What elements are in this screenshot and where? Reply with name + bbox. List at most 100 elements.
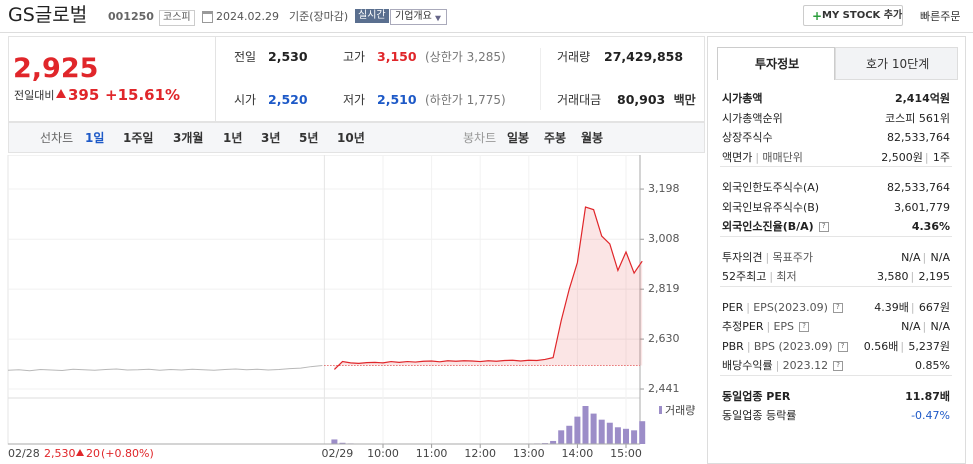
prev-change-pct: (+0.80%) xyxy=(101,447,154,460)
invest-value: 5,237원 xyxy=(908,339,950,353)
invest-label: PBR xyxy=(722,339,744,353)
candle-option[interactable]: 주봉 xyxy=(544,131,567,145)
tab-active[interactable] xyxy=(717,47,835,80)
header-rule xyxy=(0,32,973,33)
summary-label: 저가 xyxy=(343,93,366,107)
chart: 3,198 3,008 2,819 2,630 2,441 10:00 11:00 12:00… xyxy=(7,155,695,460)
y-tick-label: 3,198 xyxy=(648,182,680,195)
invest-label: 상장주식수 xyxy=(722,131,773,144)
invest-value: 코스피 561위 xyxy=(885,111,950,125)
separator: | xyxy=(922,320,927,333)
invest-value: 0.56배 xyxy=(863,339,899,353)
quick-order[interactable]: 빠른주문 xyxy=(920,10,961,23)
change-label: 전일대비 xyxy=(14,89,55,102)
invest-value: 1주 xyxy=(932,150,950,164)
summary-extra: (하한가 1,775) xyxy=(425,93,506,107)
invest-value: N/A xyxy=(901,320,921,333)
volume-bar xyxy=(566,425,573,444)
period-option[interactable]: 1일 xyxy=(85,131,105,145)
invest-label: 2023.12 xyxy=(782,359,829,372)
prev-close-label: 2,530 xyxy=(44,447,76,460)
period-option[interactable]: 1년 xyxy=(223,131,243,145)
summary-label: 고가 xyxy=(343,50,366,64)
invest-label: 시가총액 xyxy=(722,92,763,105)
volume-bar xyxy=(339,442,346,444)
change-pct: +15.61% xyxy=(105,86,181,104)
summary-value: 2,510 xyxy=(377,92,417,107)
help-icon[interactable]: ? xyxy=(818,222,829,232)
x-tick-label: 14:00 xyxy=(562,447,594,460)
volume-bar xyxy=(639,421,646,444)
summary-value: 80,903 xyxy=(617,92,666,107)
divider xyxy=(540,48,541,110)
invest-label: 목표주가 xyxy=(772,250,813,264)
separator: | xyxy=(775,359,780,372)
day-label: 02/28 xyxy=(8,447,40,460)
up-icon xyxy=(76,449,84,456)
invest-label: 외국인보유주식수(B) xyxy=(722,200,820,214)
volume-bar xyxy=(598,419,605,444)
candle-chart-label: 봉차트 xyxy=(463,131,497,145)
divider xyxy=(215,36,216,122)
help-icon[interactable]: ? xyxy=(799,322,810,332)
help-icon[interactable]: ? xyxy=(833,361,844,371)
x-tick-label: 11:00 xyxy=(416,447,448,460)
prev-change: 20 xyxy=(86,447,100,460)
stock-code: 001250 xyxy=(108,10,154,23)
summary-label: 거래대금 xyxy=(557,93,602,107)
section-rule xyxy=(720,166,952,167)
invest-value: N/A xyxy=(930,250,950,264)
candle-option[interactable]: 월봉 xyxy=(581,131,604,145)
separator: | xyxy=(922,250,927,264)
separator: | xyxy=(910,270,915,283)
realtime-badge[interactable]: 실시간 xyxy=(355,9,389,23)
period-option[interactable]: 3개월 xyxy=(173,131,204,145)
summary-label: 거래량 xyxy=(557,50,591,64)
invest-label: 52주최고 xyxy=(722,270,767,283)
invest-value: 11.87배 xyxy=(905,389,950,403)
summary-value: 27,429,858 xyxy=(604,49,684,64)
price-area xyxy=(334,207,643,370)
invest-value: N/A xyxy=(901,250,921,264)
candle-option[interactable]: 일봉 xyxy=(507,131,530,145)
invest-value: 4.36% xyxy=(911,220,950,233)
section-rule xyxy=(720,285,952,287)
invest-label: 동일업종 등락률 xyxy=(722,409,797,422)
stock-name: GS글로벌 xyxy=(8,4,88,26)
separator: | xyxy=(900,339,905,353)
period-option[interactable]: 5년 xyxy=(299,131,319,145)
help-icon[interactable]: ? xyxy=(832,302,843,313)
invest-value: 2,195 xyxy=(918,270,951,283)
section-rule xyxy=(720,235,952,237)
price-line xyxy=(333,206,643,370)
separator: | xyxy=(769,270,774,283)
separator: | xyxy=(924,150,929,164)
overview-button[interactable]: 기업개요 xyxy=(390,9,447,25)
y-tick-label: 2,630 xyxy=(648,332,680,345)
period-option[interactable]: 3년 xyxy=(261,131,281,145)
invest-label: 추정PER xyxy=(722,320,764,333)
y-tick-label: 3,008 xyxy=(648,232,680,245)
invest-value: 2,500원 xyxy=(881,150,923,164)
dropdown-icon xyxy=(435,15,441,22)
summary-value: 3,150 xyxy=(377,49,417,64)
volume-legend-icon xyxy=(659,406,662,414)
volume-bar xyxy=(574,416,581,444)
help-icon[interactable]: ? xyxy=(837,341,848,352)
invest-value: 82,533,764 xyxy=(887,131,950,144)
period-option[interactable]: 1주일 xyxy=(123,131,154,145)
tab[interactable] xyxy=(835,47,958,80)
mystock-button[interactable] xyxy=(803,5,903,26)
y-tick-label: 2,441 xyxy=(648,382,680,395)
invest-label: 동일업종 PER xyxy=(722,389,791,403)
separator: | xyxy=(910,300,915,314)
mystock-label: MY STOCK 추가 xyxy=(822,10,903,21)
invest-label: 외국인소진율(B/A) xyxy=(722,220,814,233)
invest-value: N/A xyxy=(930,320,950,333)
separator: | xyxy=(746,339,751,353)
period-option[interactable]: 10년 xyxy=(337,131,365,145)
invest-label: 배당수익률 xyxy=(722,359,773,372)
separator: | xyxy=(766,320,771,333)
x-tick-label: 15:00 xyxy=(610,447,642,460)
